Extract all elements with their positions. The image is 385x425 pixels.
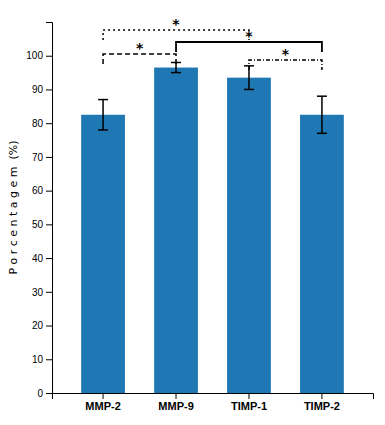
y-tick-mark (46, 359, 52, 360)
y-tick-label: 50 (32, 219, 44, 230)
y-tick-label: 60 (32, 185, 44, 196)
x-tick-label: MMP-2 (85, 400, 120, 412)
y-tick-mark (46, 157, 52, 158)
y-axis-title: P o r c e n t a g e m (%) (7, 140, 20, 274)
bar (300, 115, 344, 393)
x-tick-mark (176, 393, 177, 399)
bracket: * (103, 40, 176, 64)
y-tick-mark (46, 224, 52, 225)
y-tick: 70 (32, 152, 52, 163)
y-tick: 100 (26, 50, 52, 61)
y-tick-label: 90 (32, 84, 44, 95)
error-cap (317, 95, 327, 97)
error-cap (98, 129, 108, 131)
marks (81, 62, 344, 393)
x-tick-label: TIMP-1 (231, 400, 267, 412)
y-tick-label: 80 (32, 118, 44, 129)
y-tick-label: 30 (32, 287, 44, 298)
y-tick-mark (46, 191, 52, 192)
y-tick-mark (46, 326, 52, 327)
y-tick-label: 40 (32, 253, 44, 264)
bracket: * (103, 16, 249, 40)
bar (227, 78, 271, 393)
error-bar (98, 100, 108, 130)
y-tick: 10 (32, 354, 52, 365)
y-tick: 50 (32, 219, 52, 230)
x-tick-mark (103, 393, 104, 399)
annotation: * (136, 40, 144, 56)
y-tick-label: 0 (37, 388, 43, 399)
y-tick-mark (46, 292, 52, 293)
error-cap (171, 72, 181, 74)
y-tick: 30 (32, 287, 52, 298)
x-tick-mark (248, 393, 249, 399)
x-tick-label: MMP-9 (158, 400, 193, 412)
x-axis-line (53, 394, 374, 400)
y-tick-label: 20 (32, 320, 44, 331)
bracket: * (249, 46, 322, 70)
y-tick: 80 (32, 118, 52, 129)
bar (81, 115, 125, 393)
y-tick-label: 10 (32, 354, 44, 365)
x-tick: MMP-9 (158, 393, 193, 412)
y-tick-mark (46, 123, 52, 124)
x-axis: MMP-2 MMP-9 TIMP-1 TIMP-2 (53, 393, 374, 412)
error-line (102, 100, 104, 130)
bracket: * (176, 28, 322, 52)
y-tick-label: 70 (32, 152, 44, 163)
error-cap (244, 89, 254, 91)
y-tick-label: 100 (26, 50, 43, 61)
x-tick: TIMP-1 (231, 393, 267, 412)
y-tick: 40 (32, 253, 52, 264)
bar (154, 68, 198, 393)
error-cap (317, 133, 327, 135)
plot: MMP-2 MMP-9 TIMP-1 TIMP-2 0 10 20 30 40 50 60 70 80 9… (26, 16, 373, 412)
error-cap (98, 99, 108, 101)
x-tick-mark (321, 393, 322, 399)
y-tick: 60 (32, 185, 52, 196)
y-tick: 90 (32, 84, 52, 95)
x-tick-label: TIMP-2 (304, 400, 340, 412)
annotations: * * * * (103, 16, 322, 70)
x-tick: TIMP-2 (304, 393, 340, 412)
x-tick: MMP-2 (85, 393, 120, 412)
error-bar (317, 96, 327, 133)
error-line (321, 96, 323, 133)
y-tick: 0 (37, 388, 52, 399)
y-tick: 20 (32, 320, 52, 331)
y-axis-line (46, 23, 53, 394)
y-tick-mark (46, 89, 52, 90)
annotation: * (282, 46, 290, 62)
annotation: * (172, 16, 180, 32)
y-tick-mark (46, 258, 52, 259)
y-tick-mark (46, 393, 52, 394)
annotation: * (245, 28, 253, 44)
y-tick-mark (46, 56, 52, 57)
chart: MMP-2 MMP-9 TIMP-1 TIMP-2 0 10 20 30 40 50 60 70 80 9… (0, 0, 385, 425)
y-axis: 0 10 20 30 40 50 60 70 80 90 100 (26, 23, 52, 399)
